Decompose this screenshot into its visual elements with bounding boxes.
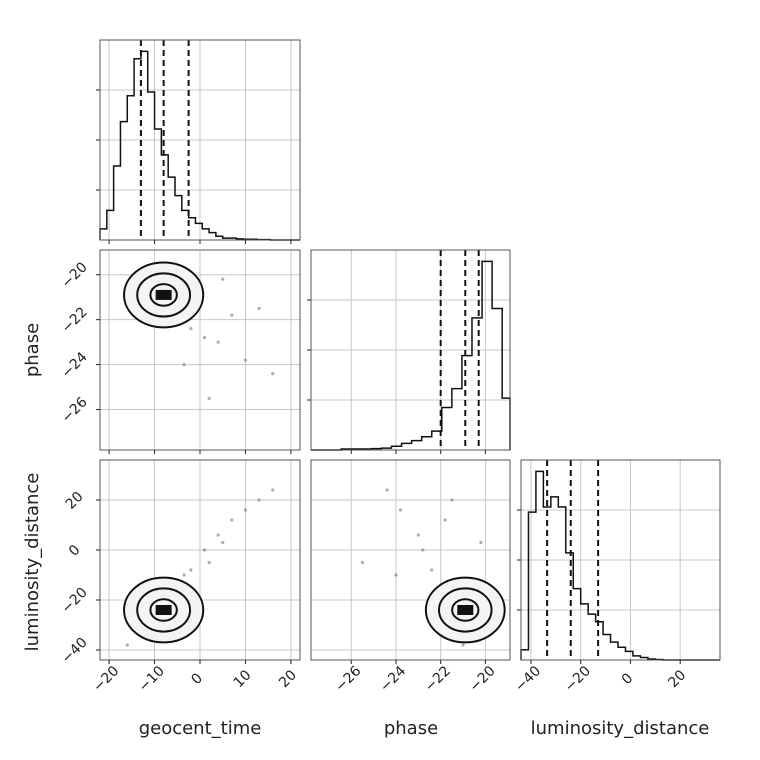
density-contour (149, 598, 178, 622)
x-tick-label: 20 (665, 667, 689, 691)
x-tick-label: −22 (422, 663, 454, 695)
scatter-point (443, 518, 447, 522)
scatter-point (221, 540, 225, 545)
x-tick-label: −20 (466, 663, 498, 695)
panel-frame (310, 249, 511, 451)
scatter-point (398, 508, 403, 512)
density-peak (155, 289, 172, 300)
scatter-point (394, 573, 398, 577)
y-axis-label-luminosity-distance: luminosity_distance (22, 473, 43, 652)
scatter-point (189, 568, 193, 572)
scatter-point (430, 568, 434, 572)
x-tick-label: −24 (377, 663, 409, 695)
panel-frame (520, 459, 721, 661)
y-tick-label: −20 (59, 585, 91, 617)
scatter-point (230, 518, 234, 522)
y-tick-label: −20 (59, 259, 91, 291)
scatter-point (230, 313, 234, 317)
scatter-point (202, 548, 207, 552)
scatter-point (450, 498, 454, 502)
x-tick-label: 0 (188, 670, 206, 688)
density-contour (136, 587, 192, 633)
y-tick-label: −26 (59, 394, 91, 426)
x-tick-label: −10 (136, 663, 168, 695)
scatter-point (207, 396, 211, 400)
scatter-point (271, 488, 275, 492)
panel-geocent-time-vs-geocent-time (96, 39, 301, 244)
scatter-point (360, 560, 365, 565)
scatter-point (182, 573, 186, 577)
x-tick-label: 0 (619, 670, 637, 688)
density-contour (149, 283, 178, 307)
density-peak (457, 605, 474, 615)
density-contour (438, 587, 493, 633)
scatter-point (479, 540, 483, 545)
scatter-point (461, 643, 465, 647)
histogram-phase (311, 260, 511, 451)
x-tick-label: 10 (231, 667, 255, 691)
scatter-point (216, 340, 220, 344)
density-peak (155, 605, 172, 615)
density-contour (136, 272, 192, 318)
x-axis-label-phase: phase (384, 718, 438, 739)
y-tick-label: −40 (59, 635, 91, 667)
scatter-point (125, 643, 129, 647)
scatter-point (216, 533, 220, 537)
x-axis-label-geocent-time: geocent_time (139, 718, 262, 739)
x-tick-label: −40 (512, 663, 544, 695)
panel-phase-vs-phase (307, 249, 511, 454)
x-tick-label: 20 (276, 667, 300, 691)
y-tick-label: 20 (63, 489, 87, 513)
scatter-point (221, 277, 225, 281)
scatter-point (182, 363, 186, 367)
panel-frame (310, 459, 511, 661)
density-contour (451, 598, 480, 622)
panel-luminosity-distance-vs-phase: −26 −24 −22 −20 (310, 459, 511, 695)
scatter-point (189, 327, 193, 331)
x-axis-label-luminosity-distance: luminosity_distance (531, 718, 710, 739)
scatter-point (202, 336, 207, 340)
scatter-point (421, 548, 425, 552)
scatter-point (207, 560, 211, 565)
scatter-point (271, 371, 275, 376)
panel-luminosity-distance-vs-luminosity-distance: −40 −20 0 20 (512, 459, 721, 695)
scatter-point (385, 488, 389, 492)
x-tick-label: −20 (90, 663, 122, 695)
scatter-point (416, 533, 420, 537)
panel-phase-vs-geocent-time: −26 −24 −22 −20 (59, 249, 301, 454)
scatter-point (243, 358, 248, 362)
scatter-point (257, 306, 261, 311)
y-axis-label-phase: phase (22, 323, 43, 377)
y-tick-label: 0 (66, 542, 84, 560)
y-tick-label: −24 (59, 349, 91, 381)
scatter-point (257, 498, 261, 502)
x-tick-label: −20 (562, 663, 594, 695)
scatter-point (243, 508, 248, 512)
x-tick-label: −26 (332, 663, 364, 695)
y-tick-label: −22 (59, 304, 91, 336)
